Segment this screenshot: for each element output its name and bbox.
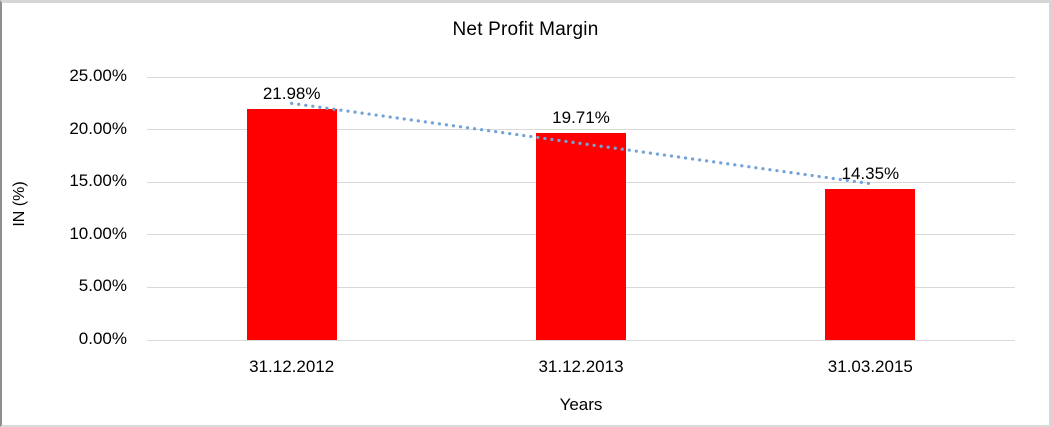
y-axis-title: IN (%) — [11, 181, 28, 227]
y-tick-label: 15.00% — [69, 171, 127, 191]
y-tick-label: 10.00% — [69, 223, 127, 243]
chart-title: Net Profit Margin — [452, 19, 599, 40]
x-tick-label: 31.03.2015 — [827, 357, 913, 376]
bar-31.12.2013 — [536, 132, 626, 340]
y-tick-label: 5.00% — [78, 276, 127, 296]
y-tick-label: 20.00% — [69, 118, 127, 138]
x-axis-title: Years — [559, 395, 603, 414]
y-tick-label: 0.00% — [78, 329, 127, 348]
plot-area: 21.98% 19.71% 14.35% — [147, 76, 1015, 341]
x-tick-label: 31.12.2013 — [538, 357, 624, 376]
gridline — [147, 76, 1015, 78]
y-tick-label: 25.00% — [69, 66, 127, 85]
bar-data-label: 21.98% — [262, 83, 321, 103]
gridline — [147, 339, 1015, 341]
x-tick-label: 31.12.2012 — [249, 357, 335, 376]
bar-data-label: 19.71% — [552, 107, 610, 127]
bar-31.03.2015 — [825, 189, 916, 340]
bar-data-label: 14.35% — [841, 164, 900, 184]
bar-31.12.2012 — [246, 108, 337, 340]
